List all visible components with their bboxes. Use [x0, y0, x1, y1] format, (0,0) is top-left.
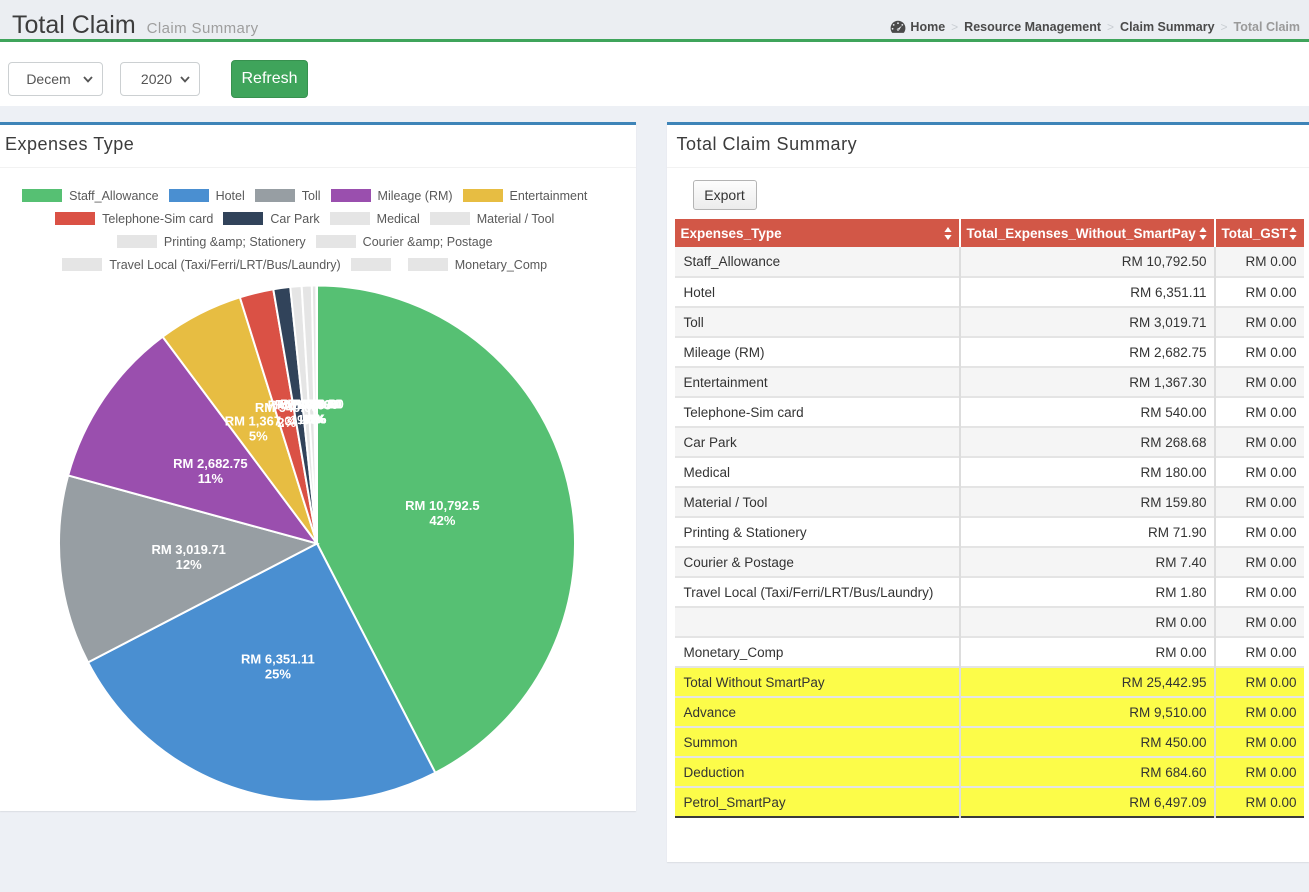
svg-text:1%: 1% — [297, 412, 316, 427]
svg-text:0%: 0% — [307, 412, 326, 427]
svg-text:0%: 0% — [308, 412, 327, 427]
svg-text:RM 2,682.75: RM 2,682.75 — [173, 456, 247, 471]
svg-text:1%: 1% — [290, 413, 309, 428]
svg-text:RM 0.00: RM 0.00 — [292, 397, 341, 412]
svg-text:25%: 25% — [265, 666, 291, 681]
svg-text:RM 3,019.71: RM 3,019.71 — [151, 542, 225, 557]
svg-text:1%: 1% — [303, 412, 322, 427]
svg-text:RM 180.00: RM 180.00 — [275, 397, 339, 412]
svg-text:RM 1,367.3: RM 1,367.3 — [225, 414, 292, 429]
svg-text:0%: 0% — [308, 412, 327, 427]
svg-text:5%: 5% — [249, 429, 268, 444]
svg-text:RM 71.90: RM 71.90 — [287, 397, 343, 412]
svg-text:RM 540.00: RM 540.00 — [255, 400, 319, 415]
svg-text:0%: 0% — [306, 412, 325, 427]
svg-text:RM 159.80: RM 159.80 — [280, 397, 344, 412]
svg-text:0%: 0% — [308, 412, 327, 427]
svg-text:RM 268.68: RM 268.68 — [268, 398, 332, 413]
svg-text:2%: 2% — [277, 415, 296, 430]
svg-text:42%: 42% — [429, 513, 455, 528]
svg-text:RM 0.00: RM 0.00 — [292, 397, 341, 412]
svg-text:RM 7.40: RM 7.40 — [292, 397, 341, 412]
svg-text:RM 1.80: RM 1.80 — [292, 397, 341, 412]
svg-text:RM 6,351.11: RM 6,351.11 — [241, 651, 315, 666]
svg-text:12%: 12% — [176, 557, 202, 572]
svg-text:11%: 11% — [198, 471, 224, 486]
svg-text:RM 10,792.5: RM 10,792.5 — [405, 498, 479, 513]
